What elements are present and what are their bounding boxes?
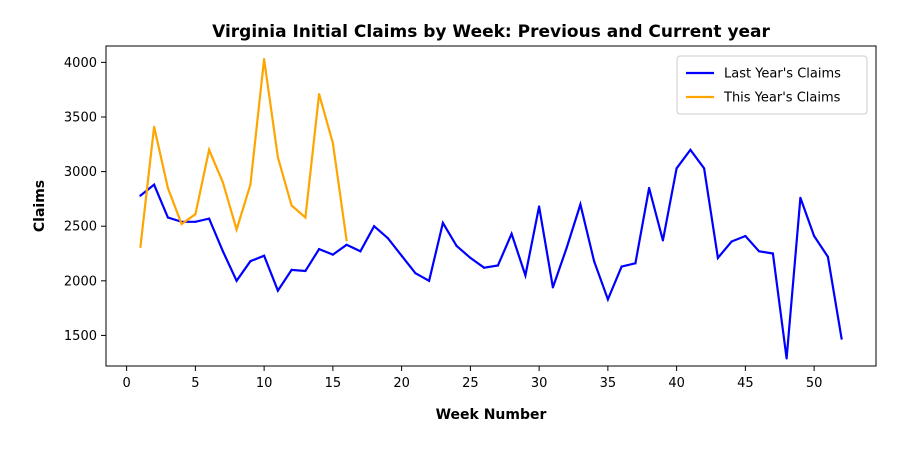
data-point-0-44 <box>744 234 747 238</box>
data-point-0-46 <box>771 252 775 255</box>
data-point-0-47 <box>785 357 788 360</box>
data-point-0-15 <box>345 243 348 246</box>
x-tick-label: 5 <box>191 376 199 391</box>
data-point-0-39 <box>675 167 678 170</box>
data-point-0-14 <box>331 253 334 256</box>
data-point-1-9 <box>263 58 266 61</box>
data-point-0-49 <box>813 234 816 238</box>
data-point-1-5 <box>208 148 211 151</box>
data-point-0-26 <box>496 264 499 267</box>
data-point-1-0 <box>139 245 142 249</box>
data-point-0-34 <box>606 298 610 301</box>
data-point-0-23 <box>455 244 458 247</box>
data-point-1-3 <box>180 222 183 226</box>
data-point-1-2 <box>166 186 169 190</box>
data-point-0-0 <box>139 194 142 197</box>
data-point-0-24 <box>469 256 472 259</box>
data-point-1-13 <box>318 93 321 96</box>
data-point-0-8 <box>249 260 252 263</box>
y-tick-label: 4000 <box>64 56 97 71</box>
y-tick-label: 1500 <box>64 329 97 344</box>
series-line-1 <box>139 58 348 248</box>
y-tick-label: 2500 <box>64 220 97 235</box>
y-tick-label: 3000 <box>64 165 97 180</box>
y-axis-ticks: 1500 2000 2500 3000 3500 4000 <box>64 56 106 344</box>
data-point-0-31 <box>565 246 568 250</box>
data-point-1-10 <box>276 156 279 159</box>
data-point-0-19 <box>400 254 403 257</box>
data-point-0-33 <box>593 260 596 263</box>
data-point-0-17 <box>373 225 376 228</box>
x-tick-label: 30 <box>531 376 548 391</box>
legend: Last Year's Claims This Year's Claims <box>676 55 868 115</box>
data-point-1-15 <box>345 239 348 242</box>
data-point-1-8 <box>249 183 252 186</box>
data-point-0-36 <box>634 262 637 265</box>
data-point-0-28 <box>524 274 527 277</box>
data-point-0-10 <box>276 289 279 292</box>
data-point-0-16 <box>359 250 362 253</box>
data-point-1-1 <box>153 125 156 128</box>
legend-box <box>676 55 868 115</box>
data-point-0-6 <box>221 250 224 253</box>
data-point-0-4 <box>194 220 197 223</box>
data-point-0-43 <box>730 240 733 243</box>
data-point-0-1 <box>153 183 156 186</box>
data-point-0-29 <box>538 205 541 208</box>
x-tick-label: 15 <box>325 376 342 391</box>
chart-title: Virginia Initial Claims by Week: Previou… <box>212 22 770 42</box>
data-point-0-37 <box>648 186 651 190</box>
series-layer <box>139 58 843 360</box>
x-axis-label: Week Number <box>436 407 547 423</box>
data-point-0-12 <box>304 269 307 273</box>
data-point-0-22 <box>441 221 444 224</box>
x-tick-label: 10 <box>256 376 273 391</box>
data-point-0-7 <box>235 279 238 282</box>
data-point-0-38 <box>661 239 665 242</box>
y-tick-label: 2000 <box>64 274 97 289</box>
data-point-0-40 <box>689 148 692 151</box>
data-point-0-2 <box>166 216 169 219</box>
x-axis-ticks: 0 5 10 15 20 25 30 35 40 45 50 <box>122 366 822 391</box>
x-tick-label: 50 <box>806 376 823 391</box>
x-tick-label: 0 <box>122 376 130 391</box>
data-point-0-18 <box>386 237 389 240</box>
data-point-0-50 <box>826 255 830 258</box>
data-point-0-30 <box>551 286 555 289</box>
series-line-0 <box>139 147 843 359</box>
x-tick-label: 35 <box>600 376 617 391</box>
data-point-0-48 <box>799 196 802 199</box>
x-tick-label: 45 <box>737 376 754 391</box>
x-tick-label: 20 <box>393 376 410 391</box>
plot-frame <box>105 45 877 367</box>
legend-label-0: Last Year's Claims <box>724 67 841 82</box>
data-point-1-12 <box>304 216 307 219</box>
data-point-0-20 <box>414 272 417 275</box>
data-point-0-51 <box>840 337 843 340</box>
data-point-0-42 <box>716 256 720 259</box>
data-point-0-9 <box>263 254 266 257</box>
data-point-0-35 <box>620 265 623 268</box>
data-point-1-6 <box>221 181 224 184</box>
data-point-1-4 <box>194 213 197 216</box>
data-point-1-11 <box>290 204 293 207</box>
data-point-0-11 <box>290 268 293 271</box>
data-point-0-41 <box>703 167 706 170</box>
data-point-1-14 <box>331 142 334 145</box>
data-point-0-32 <box>579 203 582 206</box>
data-point-0-27 <box>510 232 513 235</box>
legend-label-1: This Year's Claims <box>723 91 841 106</box>
data-point-0-25 <box>483 266 486 269</box>
data-point-0-45 <box>758 250 761 253</box>
data-point-1-7 <box>235 228 238 231</box>
data-point-0-5 <box>208 217 211 220</box>
x-tick-label: 40 <box>668 376 685 391</box>
y-tick-label: 3500 <box>64 110 97 125</box>
data-point-0-21 <box>428 279 431 282</box>
data-point-0-13 <box>318 248 321 251</box>
x-tick-label: 25 <box>462 376 479 391</box>
y-axis-label: Claims <box>32 180 48 232</box>
